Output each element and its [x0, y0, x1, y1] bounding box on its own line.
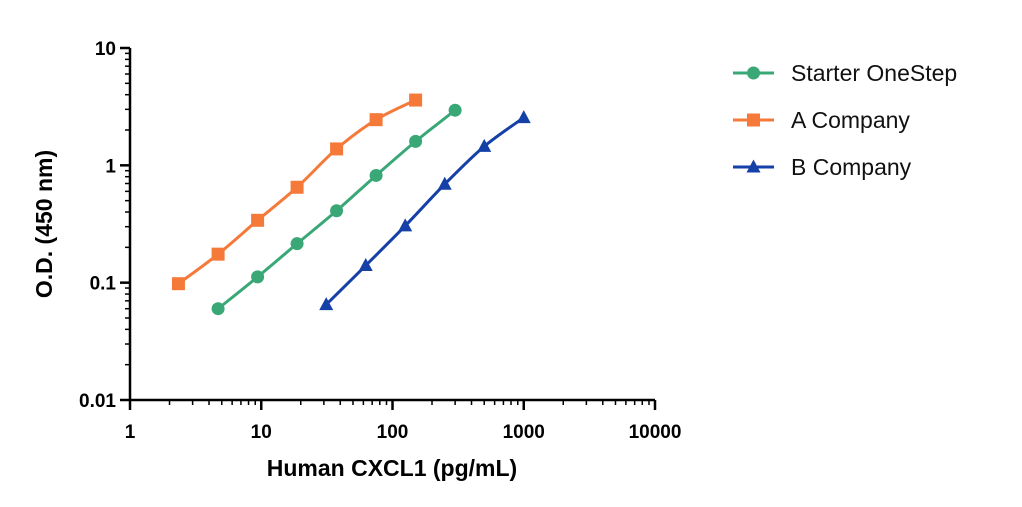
data-point [290, 237, 304, 251]
series-triangle [319, 110, 531, 311]
data-point [409, 134, 423, 148]
legend-item: B Company [733, 154, 912, 180]
data-point [211, 302, 225, 316]
data-point [369, 168, 383, 182]
y-tick-label: 0.1 [90, 274, 117, 295]
data-point [369, 113, 383, 127]
data-point [251, 270, 265, 284]
x-tick-label: 1000 [503, 422, 545, 443]
legend-label: B Company [791, 154, 912, 180]
legend-item: A Company [733, 107, 910, 133]
data-point [516, 110, 531, 124]
legend-label: A Company [791, 107, 910, 133]
x-tick-label: 1 [125, 422, 136, 443]
y-tick-label: 1 [105, 156, 116, 177]
data-point [409, 93, 423, 107]
data-point [211, 247, 225, 261]
x-tick-label: 10000 [629, 422, 682, 443]
series-layer [171, 93, 531, 316]
x-axis-title: Human CXCL1 (pg/mL) [267, 455, 517, 481]
data-point [398, 218, 413, 232]
data-point [437, 176, 452, 190]
axes [128, 48, 655, 402]
legend: Starter OneStep A Company B Company [733, 60, 957, 180]
y-tick-label: 0.01 [79, 391, 116, 412]
data-point [477, 138, 492, 152]
data-point [171, 277, 185, 291]
series-circle [211, 103, 462, 316]
ticks: 1 10 100 1000 10000 0.01 0.1 1 10 [79, 39, 681, 443]
data-point [251, 213, 265, 227]
data-point [330, 204, 344, 218]
data-point [358, 258, 373, 272]
legend-marker [747, 113, 760, 127]
data-point [448, 103, 462, 117]
legend-label: Starter OneStep [791, 60, 957, 86]
y-tick-label: 10 [95, 39, 116, 60]
legend-marker [746, 159, 761, 173]
data-point [290, 180, 304, 194]
legend-item: Starter OneStep [733, 60, 957, 86]
x-tick-label: 10 [251, 422, 272, 443]
data-point [319, 297, 334, 311]
series-square [171, 93, 423, 291]
series-line [325, 116, 525, 306]
legend-marker [747, 66, 760, 80]
y-axis-title: O.D. (450 nm) [31, 150, 57, 298]
data-point [330, 142, 344, 156]
x-tick-label: 100 [377, 422, 409, 443]
